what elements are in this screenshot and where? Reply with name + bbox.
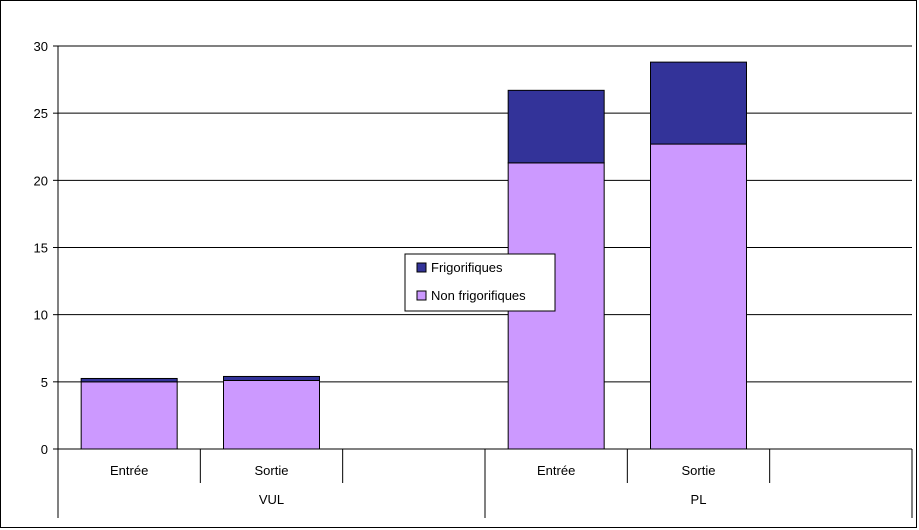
bar-non-frigorifiques-3 [650,143,747,450]
legend-box [404,253,556,312]
x-tick-label: Entrée [110,463,148,478]
y-tick-label: 5 [41,375,48,390]
x-tick-label: Entrée [537,463,575,478]
bar-frigorifiques-1 [223,375,320,381]
y-tick-label: 10 [34,308,48,323]
x-labels: Entrée Sortie VUL Entrée Sortie PL [57,449,913,518]
bars [80,61,747,450]
y-tick-label: 20 [34,173,48,188]
y-tick-label: 0 [41,442,48,457]
y-tick-label: 30 [34,39,48,54]
bar-non-frigorifiques-0 [80,381,178,450]
gridlines [53,45,912,450]
x-tick-label: Sortie [255,463,289,478]
bar-frigorifiques-0 [80,377,178,383]
y-tick-label: 25 [34,106,48,121]
legend: Frigorifiques Non frigorifiques [404,253,556,312]
bar-non-frigorifiques-1 [223,379,320,450]
legend-swatch-non-frigorifiques [416,290,427,301]
y-tick-labels: 0 5 10 15 20 25 30 [34,39,48,457]
group-label: PL [691,492,707,507]
legend-label-frigorifiques: Frigorifiques [431,260,503,275]
legend-label-non-frigorifiques: Non frigorifiques [431,288,526,303]
bar-frigorifiques-2 [507,89,605,164]
y-tick-label: 15 [34,241,48,256]
group-label: VUL [259,492,284,507]
legend-swatch-frigorifiques [416,262,427,273]
bar-frigorifiques-3 [650,61,747,145]
x-tick-label: Sortie [682,463,716,478]
